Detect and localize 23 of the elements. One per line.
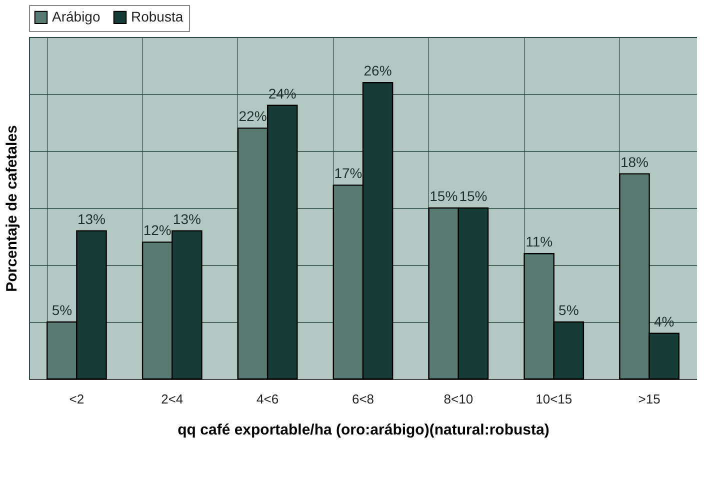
x-tick-label: 2<4 [161,392,184,406]
data-label: 5% [52,302,72,318]
data-label: 26% [364,62,392,79]
x-tick-label: >15 [638,392,660,406]
data-label: 12% [143,222,172,238]
data-label: 22% [238,108,267,124]
x-axis-title: qq café exportable/ha (oro:arábigo)(natural:robusta) [178,422,550,438]
x-tick-label: 10<15 [536,392,572,406]
data-label: 15% [459,188,488,204]
legend-label: Arábigo [52,8,100,24]
x-tick-label: 8<10 [444,392,474,406]
data-label: 17% [334,165,362,182]
data-label: 15% [430,188,458,204]
legend-label: Robusta [131,8,184,24]
x-tick-label: 4<6 [256,392,279,406]
data-label: 13% [172,210,201,227]
data-label: 18% [620,154,649,170]
data-label: 5% [558,302,579,318]
data-label: 11% [526,234,553,250]
x-tick-label: <2 [69,392,84,406]
x-tick-label: 6<8 [352,392,374,406]
y-axis-title: Porcentaje de cafetales [4,125,20,292]
data-label: 13% [77,210,106,227]
